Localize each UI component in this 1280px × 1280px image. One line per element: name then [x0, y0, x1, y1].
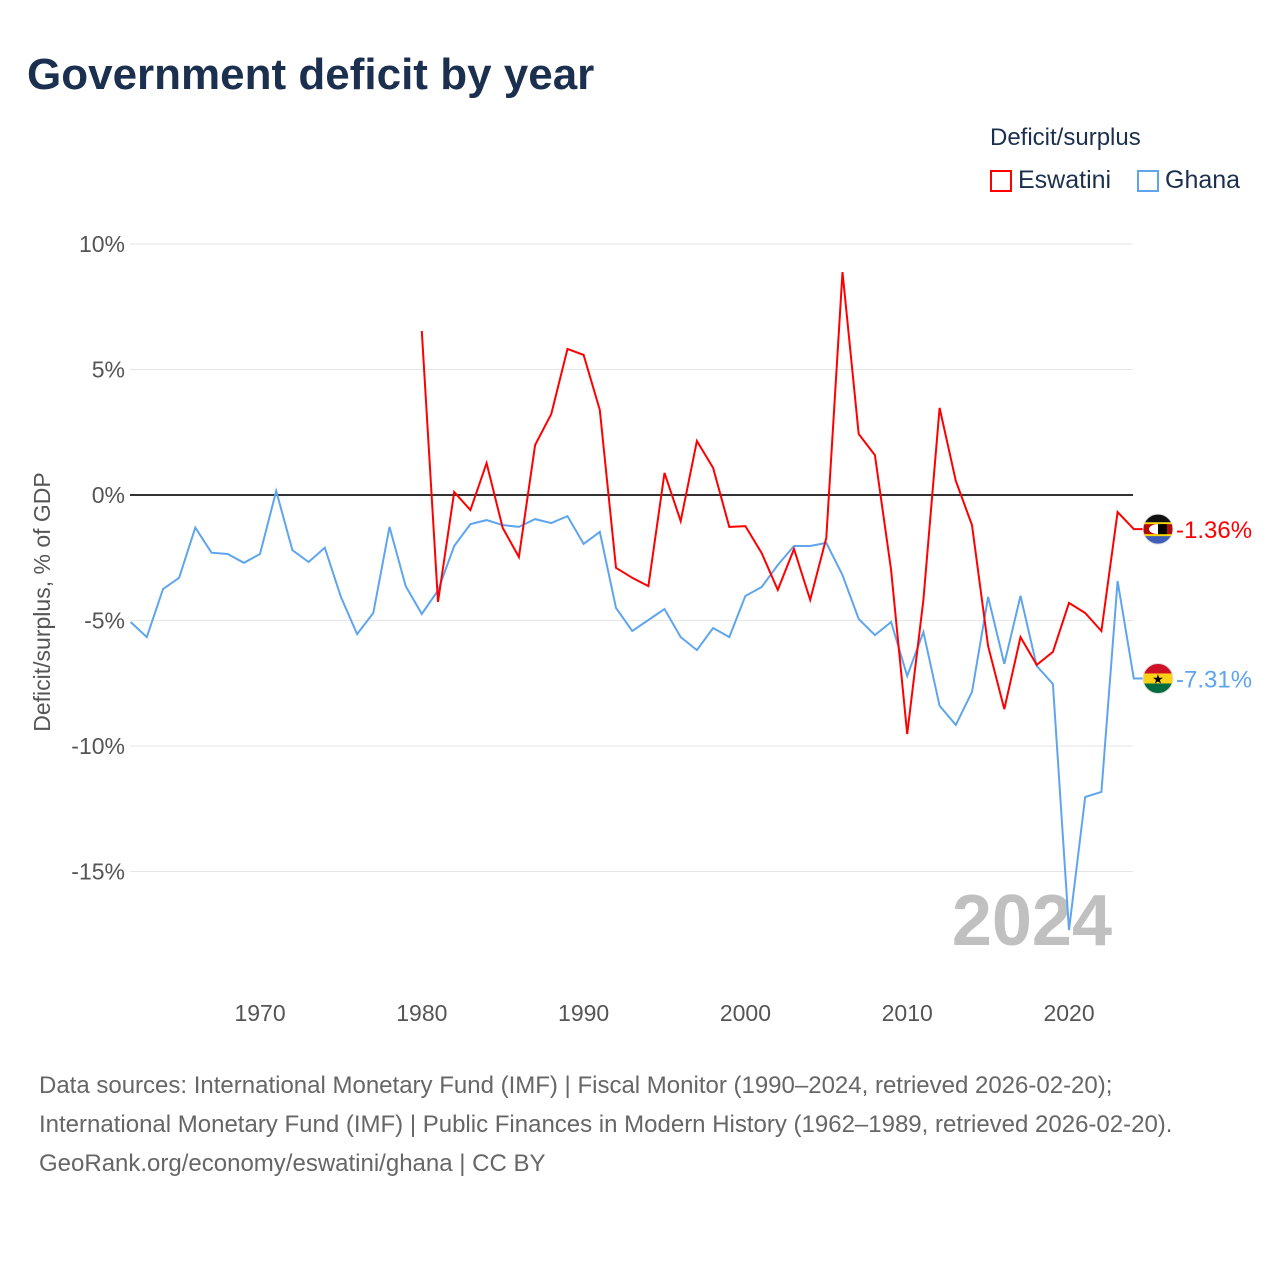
end-value-label: -1.36% — [1176, 517, 1252, 544]
legend-item-eswatini[interactable]: Eswatini — [990, 166, 1111, 195]
line-chart: 10% 5% 0% -5% -10% -15% 1970 1980 1990 2000 2010 20… — [29, 231, 1252, 1026]
legend-label: Ghana — [1165, 166, 1241, 194]
y-tick-label: 5% — [92, 357, 125, 383]
x-tick-label: 2020 — [1043, 1000, 1094, 1026]
legend-item-ghana[interactable]: Ghana — [1137, 166, 1240, 195]
flag-icon-eswatini — [1142, 513, 1174, 545]
series-line-ghana — [129, 487, 1135, 931]
credit-link[interactable]: GeoRank.org/economy/eswatini/ghana | CC … — [39, 1150, 546, 1177]
legend-label: Eswatini — [1018, 166, 1112, 194]
x-tick-label: 1990 — [558, 1000, 609, 1026]
series-line-eswatini — [420, 272, 1135, 735]
y-tick-label: 10% — [79, 231, 125, 257]
year-watermark: 2024 — [952, 881, 1112, 961]
y-tick-label: -10% — [71, 733, 125, 759]
y-axis-label: Deficit/surplus, % of GDP — [29, 472, 55, 731]
chart-title: Government deficit by year — [27, 50, 595, 99]
end-value-label: -7.31% — [1176, 666, 1252, 693]
flag-icon-ghana: ★ — [1142, 662, 1174, 694]
x-tick-label: 2000 — [720, 1000, 771, 1026]
legend-title: Deficit/surplus — [990, 124, 1141, 151]
y-tick-label: 0% — [92, 482, 125, 508]
x-tick-label: 2010 — [882, 1000, 933, 1026]
footer: Data sources: International Monetary Fun… — [39, 1066, 1239, 1183]
svg-text:★: ★ — [1152, 671, 1164, 686]
x-tick-label: 1970 — [234, 1000, 285, 1026]
y-tick-label: -5% — [84, 608, 125, 634]
legend-swatch-ghana — [1137, 169, 1159, 192]
x-tick-label: 1980 — [396, 1000, 447, 1026]
y-tick-label: -15% — [71, 859, 125, 885]
legend-swatch-eswatini — [990, 169, 1012, 192]
data-sources: Data sources: International Monetary Fun… — [39, 1072, 1173, 1138]
